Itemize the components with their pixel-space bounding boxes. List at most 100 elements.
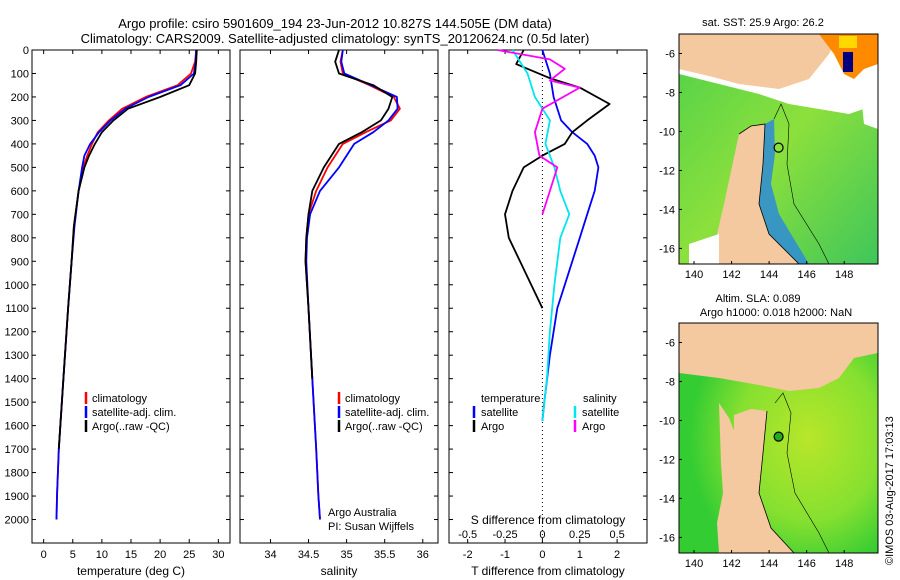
difference-panel: -2 -1 0 1 2 -0.5 -0.25 0 0.25 0.5 S difference f… [448,49,648,578]
temperature-series [55,49,198,520]
depth-tick-label: 1800 [5,468,29,480]
lat-tick-label: -16 [659,243,675,255]
lat-tick-label: -8 [665,376,675,388]
lat-tick-label: -10 [659,126,675,138]
legend-label-argo: Argo(..raw -QC) [92,421,170,433]
sla-new-guinea-land [679,323,878,391]
title-line-2: Climatology: CARS2009. Satellite-adjuste… [81,31,590,46]
coastal-water [759,119,809,264]
sst-deep-patch [843,52,853,72]
legend-label-s-argo: Argo [582,421,605,433]
difference-y-ticks [449,49,647,521]
x2-tick-label: 0.25 [569,529,590,541]
depth-tick-label: 1400 [5,374,29,386]
sla-depth-contour [774,392,830,553]
sst-missing-block [689,234,719,264]
depth-tick-label: 1200 [5,327,29,339]
lat-tick-label: -14 [659,204,675,216]
s-difference-label: S difference from climatology [471,513,626,527]
sla-argo-position [773,431,784,442]
difference-x-axis: -2 -1 0 1 2 [463,50,620,561]
credit-label: ©IMOS 03-Aug-2017 17:03:13 [884,416,896,565]
x-tick-label: 35.5 [374,549,395,561]
temperature-legend: climatology satellite-adj. clim. Argo(..… [84,392,176,433]
sst-white-gap [859,72,878,129]
depth-tick-label: 900 [11,256,29,268]
sst-map-ticks: 140 142 144 146 148 -6 -8 -10 -12 -14 -16 [659,48,853,281]
lon-tick-label: 148 [835,269,853,281]
lat-tick-label: -16 [659,532,675,544]
legend-header-temperature: temperature [481,393,540,405]
sla-cape-york-main [734,409,794,553]
salinity-axes-frame [239,49,439,544]
sla-coastline [758,410,795,553]
temperature-x-axis: 0 5 10 15 20 25 30 [41,50,224,561]
x2-tick-label: -0.5 [458,529,477,541]
argo-australia-label: Argo Australia [328,507,397,519]
x-tick-label: 36 [417,549,429,561]
salinity-y-ticks [240,49,438,521]
salinity-panel: 34 34.5 35 35.5 36 salinity climatology sate… [239,49,439,578]
depth-tick-label: 300 [11,115,29,127]
sst-map-panel: sat. SST: 25.9 Argo: 26.2 140 142 144 146 14… [659,17,879,281]
salinity-series [304,49,401,520]
x-tick-label: 0 [41,549,47,561]
lon-tick-label: 146 [797,269,815,281]
x-tick-label: 34 [264,549,276,561]
depth-tick-label: 1700 [5,444,29,456]
x-tick-label: 30 [212,549,224,561]
depth-tick-label: 0 [23,45,29,57]
lat-tick-label: -6 [665,48,675,60]
legend-label-argo: Argo(..raw -QC) [345,421,423,433]
x2-tick-label: 0 [539,529,545,541]
lon-tick-label: 148 [835,558,853,570]
series-line-t-satellite [541,49,600,421]
depth-axis: 0 100 200 300 400 500 600 700 800 900 1000 1100 1200… [5,45,230,527]
sst-map-frame [678,33,879,265]
title-line-1: Argo profile: csiro 5901609_194 23-Jun-2… [118,16,552,31]
sst-argo-position [773,142,784,153]
series-line-s-argo [497,49,581,215]
sla-map-plot [679,323,878,553]
x2-tick-label: -0.25 [492,529,517,541]
salinity-legend: climatology satellite-adj. clim. Argo(..… [337,392,429,433]
salinity-xlabel: salinity [321,564,358,578]
x-tick-label: -2 [463,549,473,561]
lat-tick-label: -14 [659,493,675,505]
depth-tick-label: 2000 [5,515,29,527]
series-line-t-argo [504,49,611,309]
legend-label-t-argo: Argo [481,421,504,433]
sst-hot-patch [839,36,857,48]
difference-series [497,49,611,421]
lon-tick-label: 146 [797,558,815,570]
lat-tick-label: -6 [665,337,675,349]
temperature-panel: 0100200300400500600700800900100011001200… [5,45,231,578]
series-line-s-satellite [511,49,571,421]
x-tick-label: -1 [500,549,510,561]
new-guinea-land [679,34,839,89]
difference-legend: temperature satellite Argo salinity sate… [472,393,619,433]
legend-label-t-satellite: satellite [481,407,518,419]
legend-label-climatology: climatology [92,393,148,405]
x-tick-label: 2 [614,549,620,561]
t-difference-label: T difference from climatology [471,564,625,578]
depth-tick-label: 1000 [5,280,29,292]
sla-map-panel: Altim. SLA: 0.089 Argo h1000: 0.018 h200… [659,293,879,570]
x-tick-label: 25 [183,549,195,561]
sla-map-title: Altim. SLA: 0.089 [716,293,801,305]
x-tick-label: 1 [577,549,583,561]
legend-label-s-satellite: satellite [582,407,619,419]
legend-label-climatology: climatology [345,393,401,405]
depth-tick-label: 200 [11,92,29,104]
salinity-x-axis: 34 34.5 35 35.5 36 [264,50,429,561]
sst-map-plot [679,34,878,264]
legend-label-satellite: satellite-adj. clim. [92,407,176,419]
difference-x2-axis: -0.5 -0.25 0 0.25 0.5 [458,529,625,541]
depth-tick-label: 600 [11,186,29,198]
difference-axes-frame [448,49,648,544]
x-tick-label: 34.5 [298,549,319,561]
legend-header-salinity: salinity [583,393,617,405]
sla-map-subtitle: Argo h1000: 0.018 h2000: NaN [700,307,852,319]
lon-tick-label: 142 [722,269,740,281]
x-tick-label: 35 [340,549,352,561]
